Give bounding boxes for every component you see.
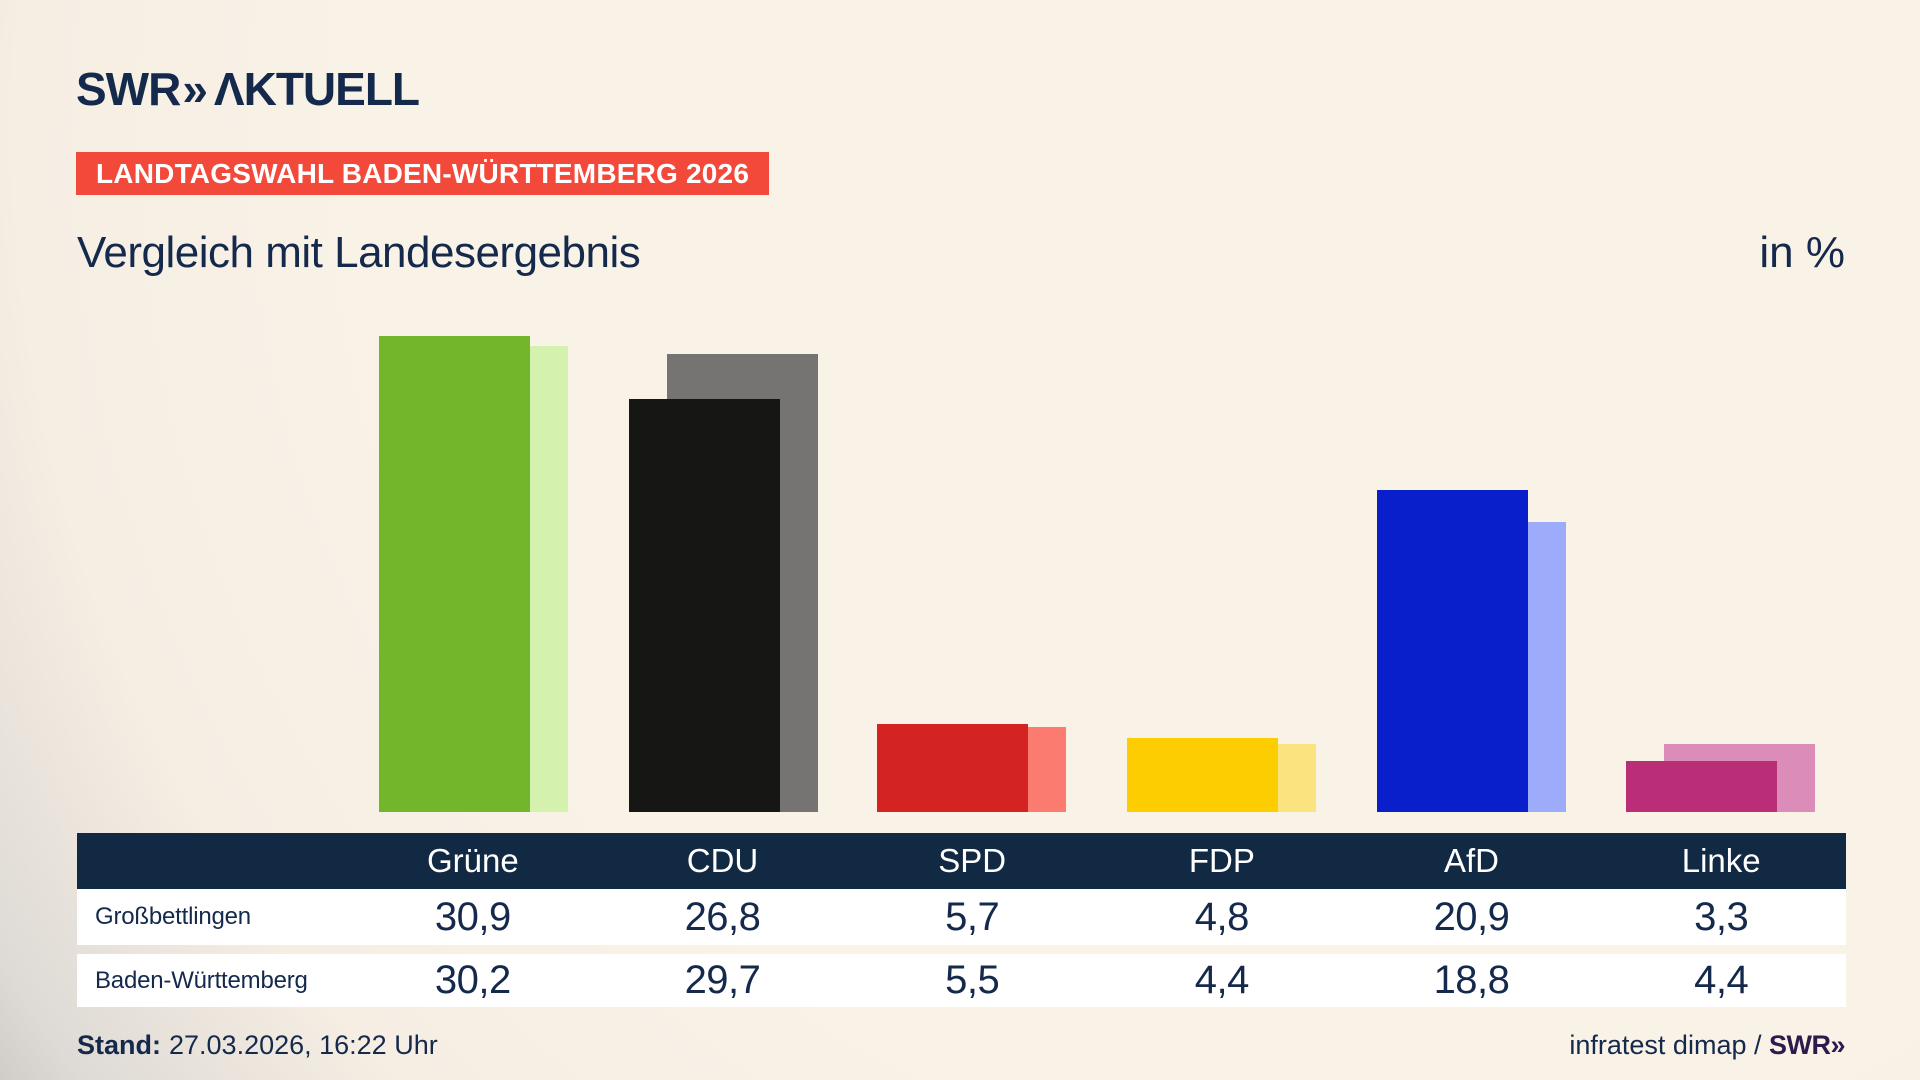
value-afd-baden-württemberg: 18,8 (1433, 958, 1510, 1002)
value-fdp-baden-württemberg: 4,4 (1194, 958, 1250, 1002)
value-cdu-großbettlingen: 26,8 (684, 894, 761, 939)
logo-aktuell-text: ΛKTUELL (213, 63, 420, 115)
column-header-afd: AfD (1443, 842, 1499, 879)
value-linke-großbettlingen: 3,3 (1694, 894, 1749, 939)
value-grüne-baden-württemberg: 30,2 (434, 958, 511, 1002)
value-linke-baden-württemberg: 4,4 (1694, 958, 1749, 1002)
source-text: infratest dimap / (1569, 1030, 1769, 1060)
results-table: Grüne CDU SPD FDP AfD Linke Großbettlingen 30,9… (77, 833, 1846, 1007)
value-fdp-großbettlingen: 4,8 (1194, 894, 1250, 939)
election-banner-label: LANDTAGSWAHL BADEN-WÜRTTEMBERG 2026 (96, 157, 750, 189)
column-header-cdu: CDU (686, 842, 759, 879)
value-spd-großbettlingen: 5,7 (945, 894, 1000, 939)
row-label-baden-württemberg: Baden-Württemberg (95, 966, 308, 994)
table-header-row: Grüne CDU SPD FDP AfD Linke (77, 833, 1846, 889)
bar-linke-großbettlingen (1626, 761, 1777, 812)
column-header-fdp: FDP (1188, 842, 1255, 879)
column-header-spd: SPD (938, 842, 1007, 879)
timestamp: Stand: 27.03.2026, 16:22 Uhr (77, 1030, 438, 1061)
column-header-grüne: Grüne (426, 842, 519, 879)
row-label-großbettlingen: Großbettlingen (95, 903, 251, 930)
logo-swr-text: SWR (76, 63, 181, 115)
election-banner: LANDTAGSWAHL BADEN-WÜRTTEMBERG 2026 (76, 152, 770, 195)
source-credit: infratest dimap / SWR» (1569, 1030, 1845, 1061)
value-afd-großbettlingen: 20,9 (1433, 894, 1510, 939)
value-grüne-großbettlingen: 30,9 (434, 894, 511, 939)
chart-unit-label: in % (1759, 228, 1845, 277)
source-swr-logo: SWR» (1768, 1030, 1846, 1060)
table-row-baden-württemberg: Baden-Württemberg 30,2 29,7 5,5 4,4 18,8 4,4 (77, 954, 1846, 1007)
swr-aktuell-logo: SWR» ΛKTUELL (76, 62, 420, 116)
value-cdu-baden-württemberg: 29,7 (684, 958, 761, 1002)
timestamp-value: 27.03.2026, 16:22 Uhr (169, 1030, 438, 1060)
column-header-linke: Linke (1681, 842, 1761, 879)
double-chevron-icon: » (182, 63, 208, 115)
timestamp-label: Stand: (77, 1030, 161, 1060)
bar-grüne-großbettlingen (379, 335, 530, 812)
value-spd-baden-württemberg: 5,5 (945, 958, 1000, 1002)
bar-fdp-großbettlingen (1127, 737, 1278, 812)
bar-spd-großbettlingen (877, 724, 1028, 812)
table-row-großbettlingen: Großbettlingen 30,9 26,8 5,7 4,8 20,9 3,3 (77, 889, 1846, 945)
bar-afd-großbettlingen (1377, 489, 1528, 812)
chart-title: Vergleich mit Landesergebnis (77, 228, 641, 277)
bar-cdu-großbettlingen (629, 398, 780, 812)
